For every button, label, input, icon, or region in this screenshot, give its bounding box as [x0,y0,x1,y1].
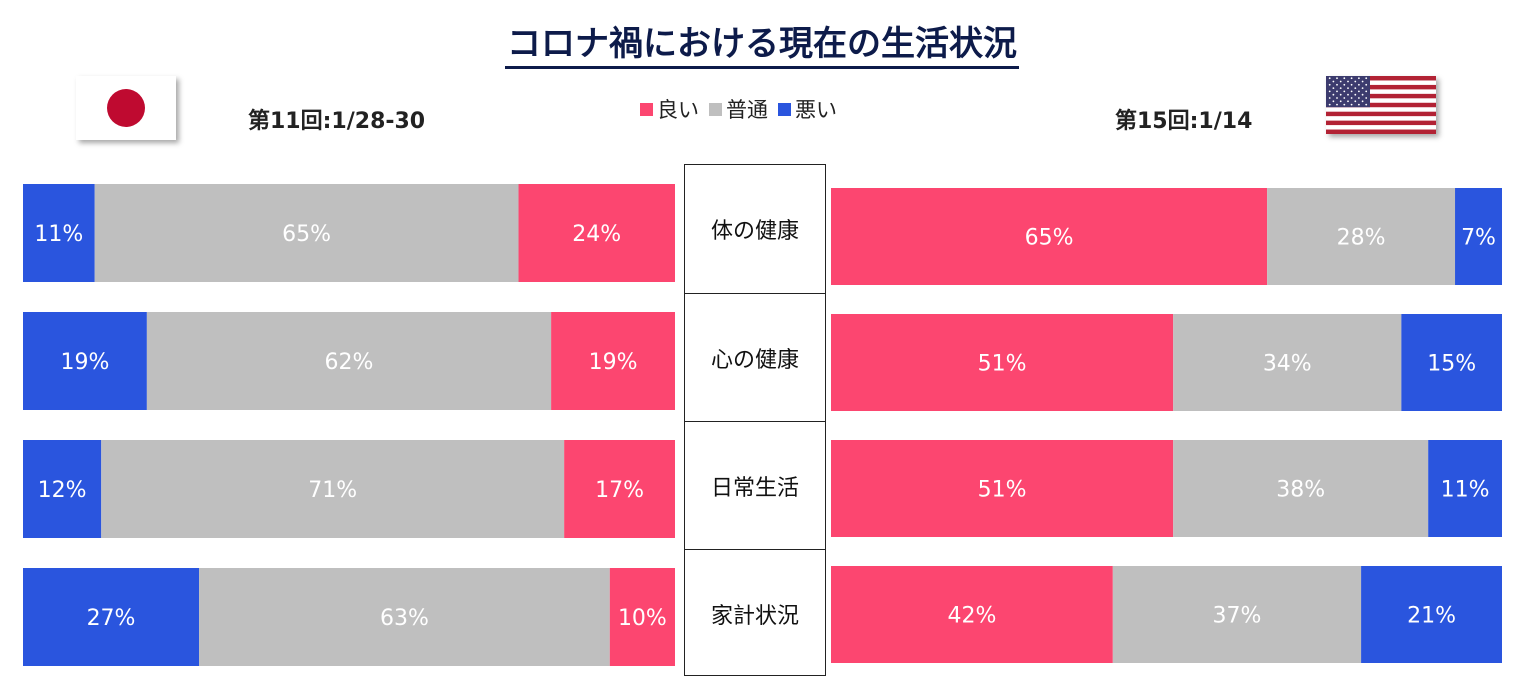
category-label: 体の健康 [710,219,799,244]
legend-swatch-good [640,102,653,116]
legend-item-good: 良い [640,94,699,124]
data-label: 34% [1263,352,1312,377]
bar-segment [23,184,95,282]
data-label: 21% [1407,604,1456,629]
bar-segment [1173,440,1429,537]
data-label: 19% [60,350,109,375]
bar-segment [1361,566,1502,663]
data-label: 27% [87,606,136,631]
data-label: 38% [1276,478,1325,503]
legend-label-bad: 悪い [795,98,837,122]
data-label: 37% [1212,604,1261,629]
bar-segment [831,566,1113,663]
legend-label-good: 良い [657,98,699,122]
bar-segment [94,184,519,282]
chart-title: コロナ禍における現在の生活状況 [0,16,1524,69]
data-label: 17% [595,478,644,503]
data-label: 71% [308,478,357,503]
legend-item-bad: 悪い [778,94,837,124]
bar-segment [831,440,1174,537]
bar-segment [101,440,565,538]
bar-segment [609,568,675,666]
bar-segment [23,312,147,410]
data-label: 42% [947,604,996,629]
data-label: 51% [978,352,1027,377]
bar-segment [23,440,102,538]
usa-survey-label: 第15回:1/14 [1115,109,1253,134]
data-label: 7% [1461,226,1496,251]
bar-segment [199,568,610,666]
data-label: 11% [34,222,83,247]
data-label: 15% [1427,352,1476,377]
bar-segment [23,568,200,666]
bar-segment [551,312,675,410]
legend: 良い 普通 悪い [640,94,837,124]
legend-swatch-bad [778,102,791,116]
bar-segment [831,314,1174,411]
legend-label-normal: 普通 [726,98,768,122]
data-label: 11% [1441,478,1490,503]
category-label: 心の健康 [685,293,825,421]
data-label: 51% [978,478,1027,503]
usa-flag-icon [1326,76,1436,134]
data-label: 65% [1025,226,1074,251]
data-label: 65% [282,222,331,247]
data-label: 62% [325,350,374,375]
data-label: 24% [572,222,621,247]
bar-segment [831,188,1268,285]
bar-segment [564,440,675,538]
bar-segment [518,184,675,282]
bar-segment [146,312,552,410]
category-label: 日常生活 [685,421,825,549]
japan-flag-icon [76,76,176,140]
bar-segment [1455,188,1502,285]
bar-segment [1401,314,1502,411]
data-label: 63% [380,606,429,631]
category-table: 体の健康 心の健康 日常生活 家計状況 [684,164,826,676]
data-label: 19% [589,350,638,375]
legend-item-normal: 普通 [709,94,768,124]
japan-survey-label: 第11回:1/28-30 [248,109,426,134]
bar-segment [1173,314,1402,411]
category-label: 家計状況 [685,549,825,677]
legend-swatch-normal [709,102,722,116]
data-label: 10% [618,606,667,631]
data-label: 12% [38,478,87,503]
bar-segment [1112,566,1362,663]
bar-segment [1428,440,1502,537]
bar-segment [1267,188,1456,285]
data-label: 28% [1337,226,1386,251]
